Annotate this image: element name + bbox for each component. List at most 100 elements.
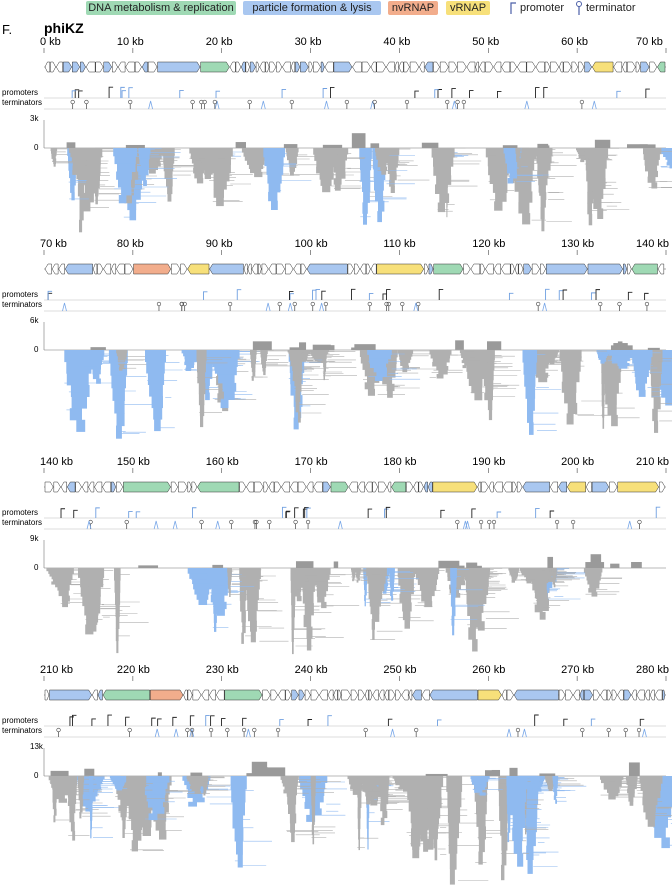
promoter-mark — [312, 289, 317, 300]
read-stack — [478, 851, 483, 865]
gene-arrow — [493, 263, 501, 275]
coverage-peak — [594, 139, 611, 148]
read-stack — [227, 580, 231, 585]
read-stack — [553, 787, 557, 793]
read-stack — [64, 350, 93, 363]
read-stack — [448, 822, 459, 839]
read-stack — [208, 574, 231, 583]
read-stack — [126, 776, 147, 788]
read-stack — [576, 149, 589, 153]
read-stack — [643, 153, 660, 160]
read-coverage-bundle — [366, 568, 421, 622]
read-stack — [192, 797, 205, 803]
read-stack — [432, 358, 450, 363]
read-stack — [369, 598, 381, 607]
terminator-mark — [179, 301, 184, 307]
read-stack — [262, 367, 266, 372]
gene-arrow — [423, 481, 428, 493]
read-stack — [154, 419, 161, 432]
read-stack — [198, 382, 206, 395]
gene-arrow — [516, 481, 523, 493]
read-stack — [634, 369, 649, 377]
read-coverage-bundle — [322, 350, 357, 381]
promoter-mark — [497, 90, 502, 98]
read-stack — [313, 568, 331, 575]
read-stack — [375, 190, 384, 202]
coverage-peak — [295, 561, 314, 568]
read-stack — [213, 189, 224, 198]
promoter-mark — [189, 715, 195, 726]
tick-label: 120 kb — [472, 238, 506, 250]
terminator-mark — [644, 301, 650, 307]
promoter-mark — [128, 87, 133, 98]
read-stack — [406, 776, 430, 787]
read-stack — [261, 357, 267, 361]
read-stack — [57, 584, 70, 591]
promoter-mark — [135, 511, 141, 518]
read-coverage-bundle — [482, 568, 507, 591]
read-stack — [426, 838, 434, 850]
read-stack — [200, 152, 218, 158]
gene-arrow — [364, 481, 373, 493]
read-stack — [545, 778, 557, 781]
read-stack — [598, 357, 606, 360]
gene-arrow — [110, 481, 117, 493]
read-stack — [382, 377, 393, 385]
gene-arrow — [310, 689, 320, 701]
read-stack — [524, 809, 527, 818]
read-stack — [437, 202, 445, 213]
tick-label: 260 kb — [472, 664, 506, 676]
read-stack — [127, 199, 137, 211]
read-coverage-bundle — [583, 568, 623, 597]
read-stack — [517, 853, 524, 867]
gene-arrow — [313, 481, 323, 493]
read-stack — [642, 790, 661, 799]
read-coverage-bundle — [287, 350, 320, 363]
gene-arrow — [268, 481, 275, 493]
read-stack — [467, 603, 479, 616]
gene-arrow — [116, 263, 125, 275]
read-stack — [666, 162, 672, 166]
promoter-mark — [327, 715, 332, 726]
gene-arrow — [281, 481, 291, 493]
read-stack — [198, 599, 208, 605]
terminators-track-label: terminators — [2, 98, 43, 107]
promoter-mark — [644, 292, 649, 300]
coverage-peak — [585, 562, 605, 568]
read-stack — [289, 353, 302, 356]
read-stack — [215, 601, 227, 610]
gene-arrow — [418, 481, 424, 493]
read-stack — [181, 350, 200, 354]
gene-arrow — [457, 61, 467, 73]
tick-label: 10 kb — [116, 36, 144, 48]
read-stack — [286, 792, 295, 797]
read-stack — [210, 356, 228, 361]
gene-arrow — [44, 263, 52, 275]
read-stack — [80, 791, 89, 797]
read-stack — [433, 157, 454, 167]
read-stack — [251, 363, 256, 368]
read-stack — [586, 160, 589, 164]
terminator-mark — [384, 301, 389, 307]
gene-arrow — [631, 263, 658, 275]
read-stack — [292, 356, 302, 359]
read-stack — [364, 584, 367, 591]
gene-arrow — [657, 263, 665, 275]
promoter-mark — [434, 89, 439, 98]
read-stack — [600, 359, 607, 362]
read-stack — [510, 148, 537, 160]
read-stack — [211, 359, 226, 364]
read-stack — [399, 593, 412, 603]
read-stack — [554, 791, 558, 796]
read-stack — [191, 788, 201, 792]
promoter-mark — [302, 508, 308, 518]
read-stack — [374, 179, 384, 191]
read-stack — [509, 572, 518, 575]
terminator-mark — [229, 519, 234, 525]
read-stack — [485, 385, 491, 394]
gene-arrow — [644, 689, 650, 701]
read-stack — [600, 361, 605, 364]
read-stack — [242, 621, 246, 634]
read-stack — [544, 776, 558, 779]
read-stack — [539, 611, 546, 620]
